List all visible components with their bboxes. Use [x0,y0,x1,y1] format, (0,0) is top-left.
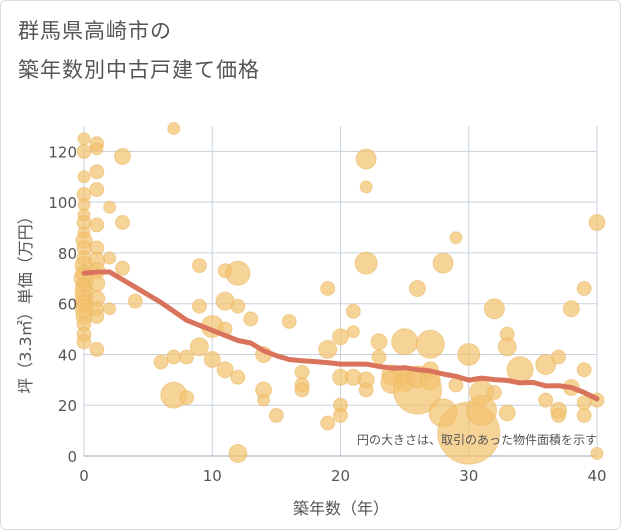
bubble-point [415,329,445,359]
y-tick-label: 40 [58,346,77,364]
x-tick-label: 40 [587,467,606,485]
bubble-point [203,351,221,369]
bubble-point [127,293,143,309]
bubble-point [551,349,567,365]
x-tick-label: 20 [331,467,350,485]
bubble-point [191,258,207,274]
bubble-point [103,251,117,265]
bubble-point [320,415,336,431]
y-tick-label: 60 [58,296,77,314]
bubble-point [562,300,580,318]
bubble-point [333,407,348,423]
bubble-point [114,260,130,276]
bubble-point [449,231,463,245]
bubble-point [354,251,378,275]
bubble-point [359,180,373,194]
bubble-point [230,298,246,314]
bubble-point [257,393,271,407]
bubble-point [345,303,361,319]
bubble-point [90,142,104,156]
bubble-point [332,328,349,346]
bubble-point [370,333,388,351]
bubble-point [588,213,606,231]
trend-line-series [81,269,600,402]
bubble-point [535,354,557,376]
bubble-point [483,298,505,320]
x-tick-label: 10 [203,467,222,485]
bubble-point [355,148,377,170]
bubble-point [576,362,592,378]
bubble-point [191,298,207,314]
bubble-point [318,339,338,359]
bubble-point [89,308,105,324]
y-tick-label: 0 [67,448,77,466]
x-tick-label: 0 [79,467,89,485]
bubble-point [89,181,105,197]
bubble-point [371,349,387,365]
bubble-point [497,337,517,357]
bubble-point [230,369,246,385]
bubble-point [167,122,181,136]
bubble-point [346,325,360,339]
bubble-point [466,394,498,426]
chart-title-line1: 群馬県高崎市の [18,19,172,43]
bubble-point [590,446,604,460]
y-tick-label: 20 [58,397,77,415]
x-axis-label: 築年数（年） [293,499,389,518]
bubble-point [498,404,516,422]
y-tick-label: 120 [48,143,77,161]
bubble-point [179,390,195,406]
y-tick-label: 100 [48,194,77,212]
bubble-point [103,200,117,214]
bubble-point [576,407,592,423]
y-axis-label: 坪（3.3㎡）単価（万円） [16,208,35,393]
bubble-point [320,280,336,296]
bubble-point [391,328,419,356]
x-axis-ticks: 0 10 20 30 40 [79,467,606,485]
bubble-point [576,395,592,411]
bubble-point [243,311,259,327]
bubble-point [225,260,251,286]
chart-title-line2: 築年数別中古戸建て価格 [18,58,260,82]
bubble-point [103,302,117,316]
bubble-point [76,143,92,159]
bubble-point [228,443,248,463]
bubble-point [189,337,209,357]
bubble-point [457,342,481,366]
bubble-point [408,279,426,297]
bubble-point [153,354,169,370]
bubble-point [538,392,554,408]
bubble-point [113,147,131,165]
bubble-point [179,349,195,365]
bubble-point [89,341,105,357]
trend-line [81,269,600,402]
bubble-point [268,407,284,423]
bubble-point [294,382,310,398]
size-legend-note: 円の大きさは、取引のあった物件面積を示す [357,432,597,447]
bubble-series [73,122,606,465]
bubble-point [432,252,454,274]
bubble-point [576,280,592,296]
bubble-point [77,132,91,146]
bubble-point [486,385,502,401]
bubble-point [551,407,567,423]
bubble-point [114,214,130,230]
bubble-point [216,361,234,379]
bubble-point [76,334,92,350]
bubble-point [89,164,105,180]
bubble-point [294,364,310,380]
bubble-point [358,382,374,398]
bubble-point [166,349,182,365]
y-axis-ticks: 0 20 40 60 80 100 120 [48,143,77,466]
x-tick-label: 30 [459,467,478,485]
y-tick-label: 80 [58,245,77,263]
bubble-point [281,313,297,329]
bubble-point [77,170,91,184]
bubble-point [89,217,105,233]
bubble-point [88,274,106,292]
